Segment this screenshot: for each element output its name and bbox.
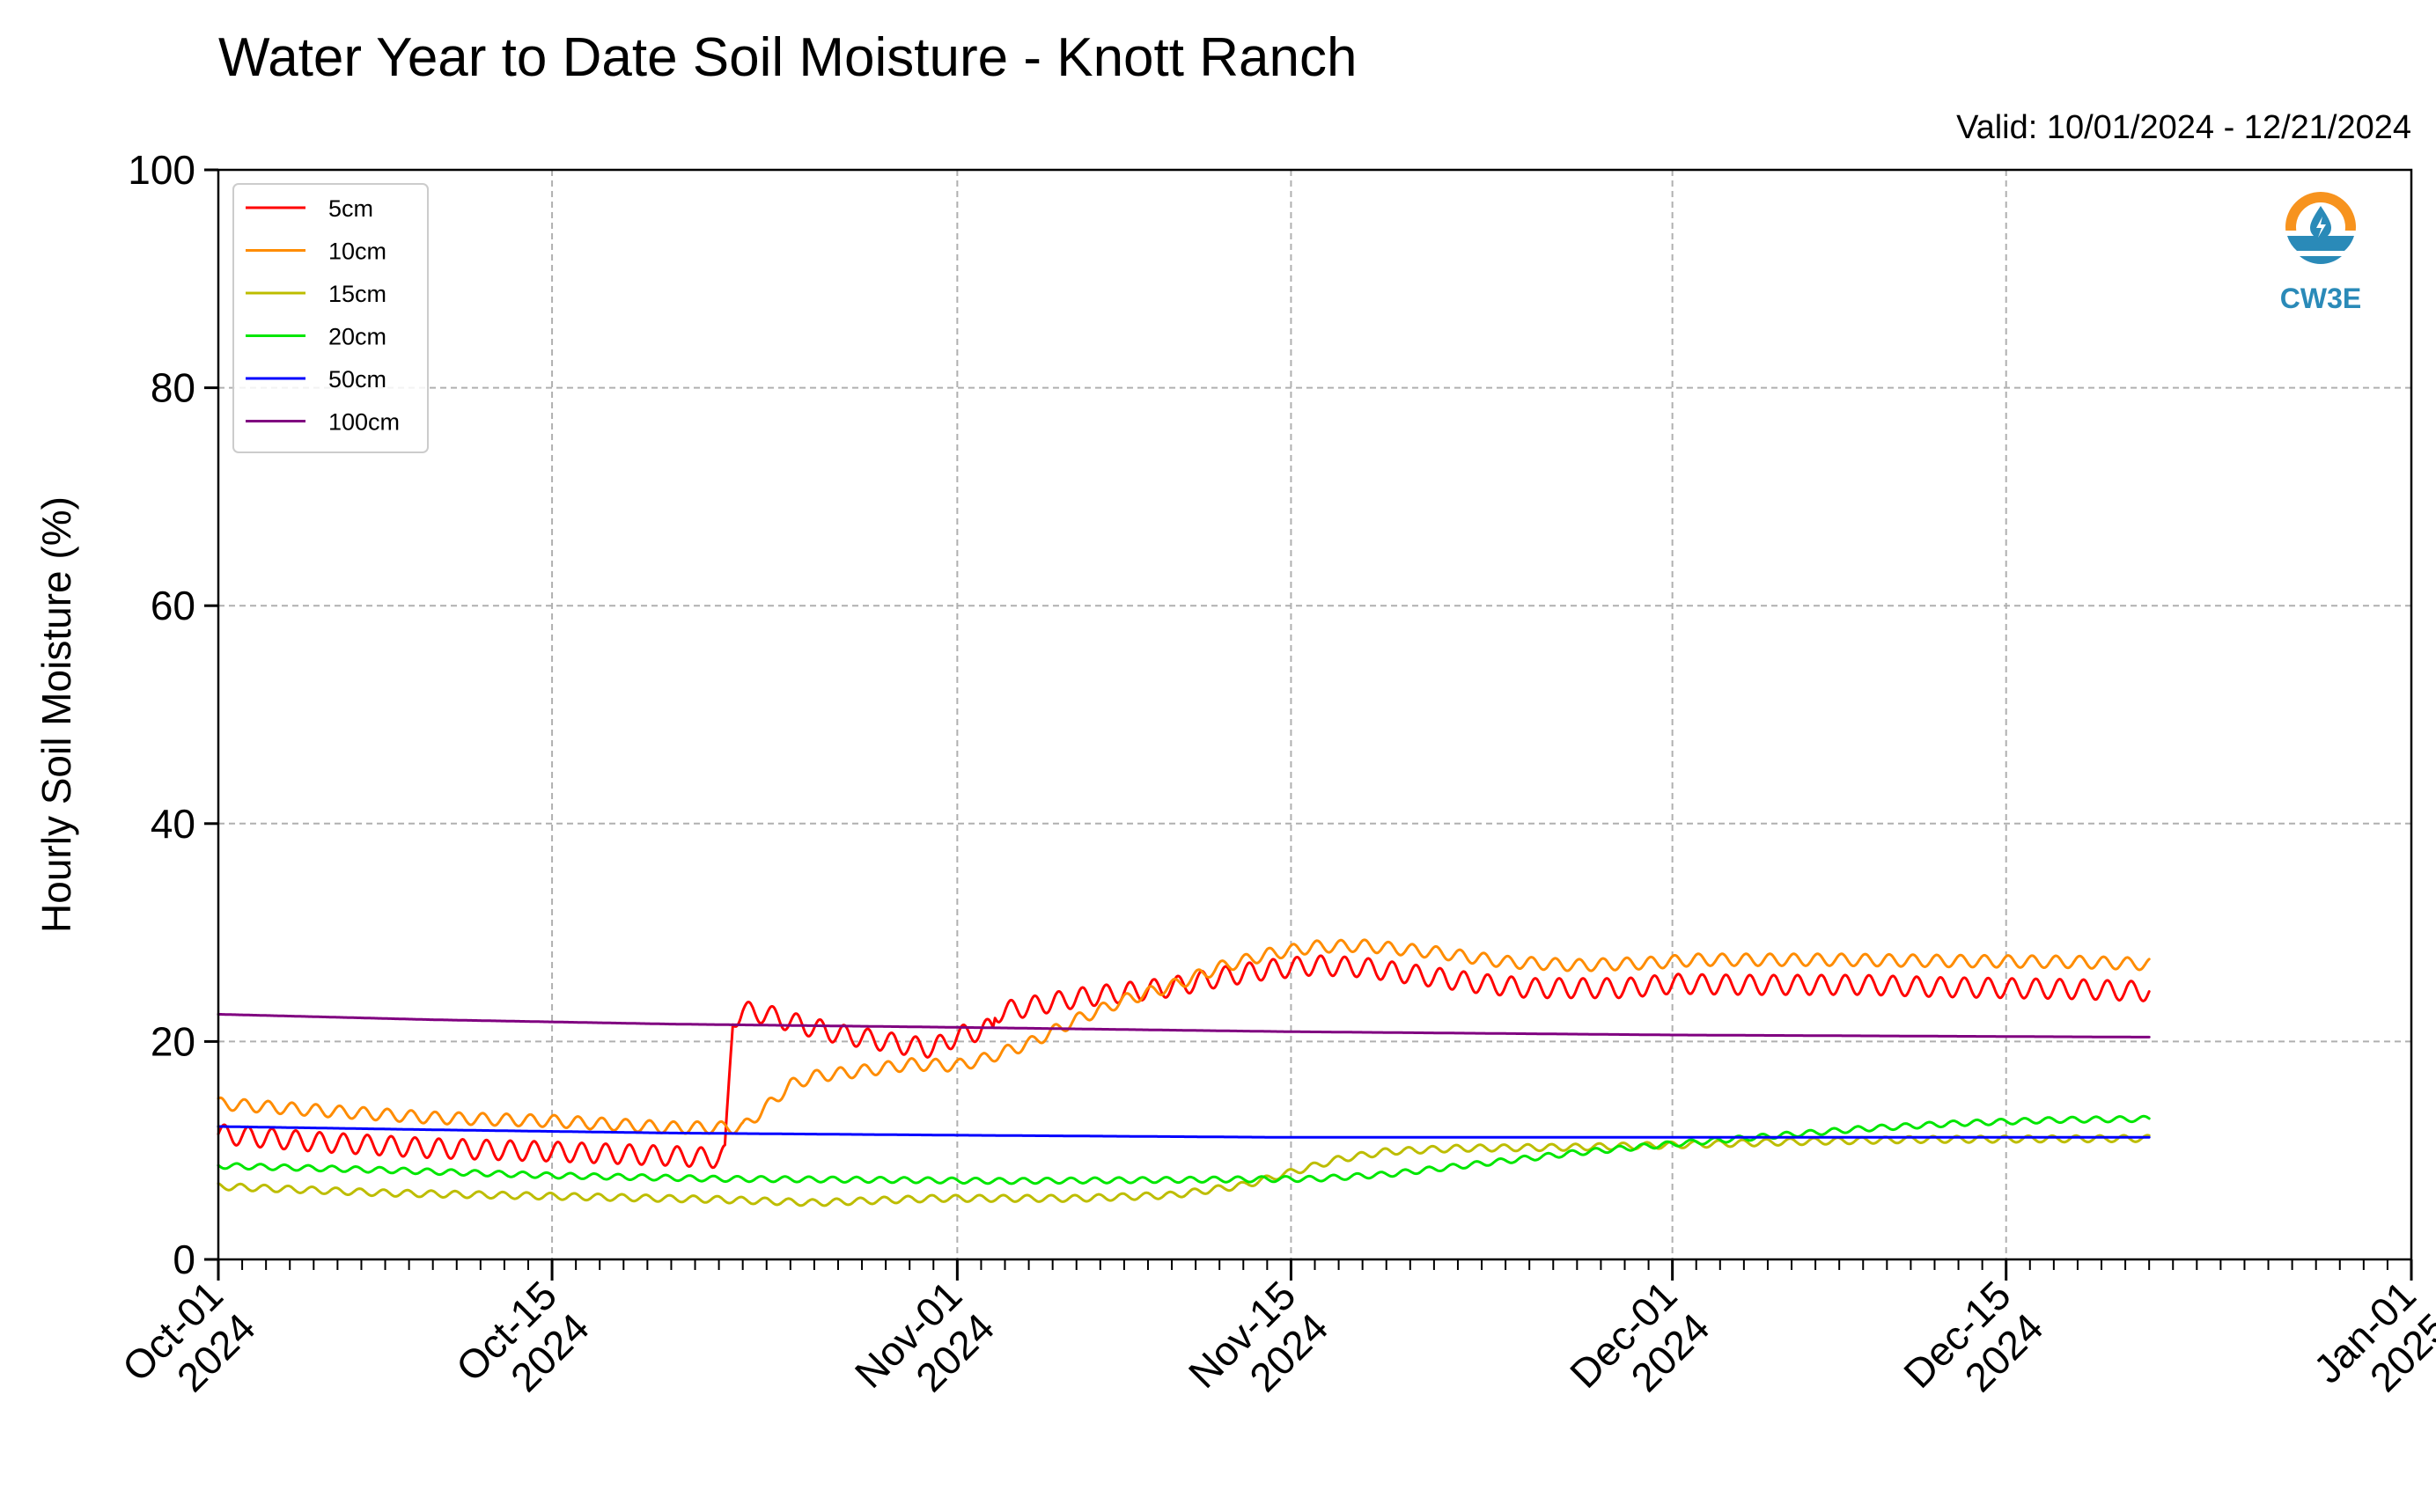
y-tick-label: 0 — [173, 1237, 195, 1282]
legend-label-15cm: 15cm — [328, 281, 386, 307]
series-line-15cm — [217, 1134, 2151, 1207]
y-tick-label: 80 — [151, 365, 195, 411]
legend-label-10cm: 10cm — [328, 239, 386, 265]
series-line-100cm — [217, 1013, 2151, 1039]
data-series — [217, 938, 2151, 1207]
y-tick-label: 100 — [128, 147, 195, 193]
cw3e-logo: CW3E — [2280, 192, 2361, 314]
valid-date-range: Valid: 10/01/2024 - 12/21/2024 — [1956, 109, 2411, 146]
axis-ticks — [204, 168, 2413, 1281]
grid-lines — [218, 170, 2411, 1259]
y-axis-tick-labels: 0 20 40 60 80 100 — [128, 147, 195, 1282]
series-line-10cm — [217, 938, 2151, 1135]
series-line-20cm — [217, 1114, 2151, 1185]
y-tick-label: 60 — [151, 583, 195, 628]
series-line-5cm — [217, 954, 2151, 1170]
logo-wave-icon — [2287, 236, 2354, 251]
y-tick-label: 40 — [151, 801, 195, 847]
legend-label-20cm: 20cm — [328, 324, 386, 350]
chart-title: Water Year to Date Soil Moisture - Knott… — [218, 27, 1357, 88]
legend-label-50cm: 50cm — [328, 366, 386, 393]
logo-wave-lower-icon — [2300, 256, 2342, 264]
plot-area-frame — [217, 168, 2413, 1261]
logo-bolt-icon — [2316, 217, 2326, 238]
legend: 5cm 10cm 15cm 20cm 50cm 100cm — [232, 183, 429, 453]
y-axis-label: Hourly Soil Moisture (%) — [33, 496, 79, 933]
legend-label-5cm: 5cm — [328, 195, 373, 222]
legend-label-100cm: 100cm — [328, 409, 400, 436]
logo-text: CW3E — [2280, 283, 2361, 314]
y-tick-label: 20 — [151, 1018, 195, 1064]
cw3e-logo-icon — [2284, 192, 2358, 269]
series-line-50cm — [217, 1125, 2151, 1139]
